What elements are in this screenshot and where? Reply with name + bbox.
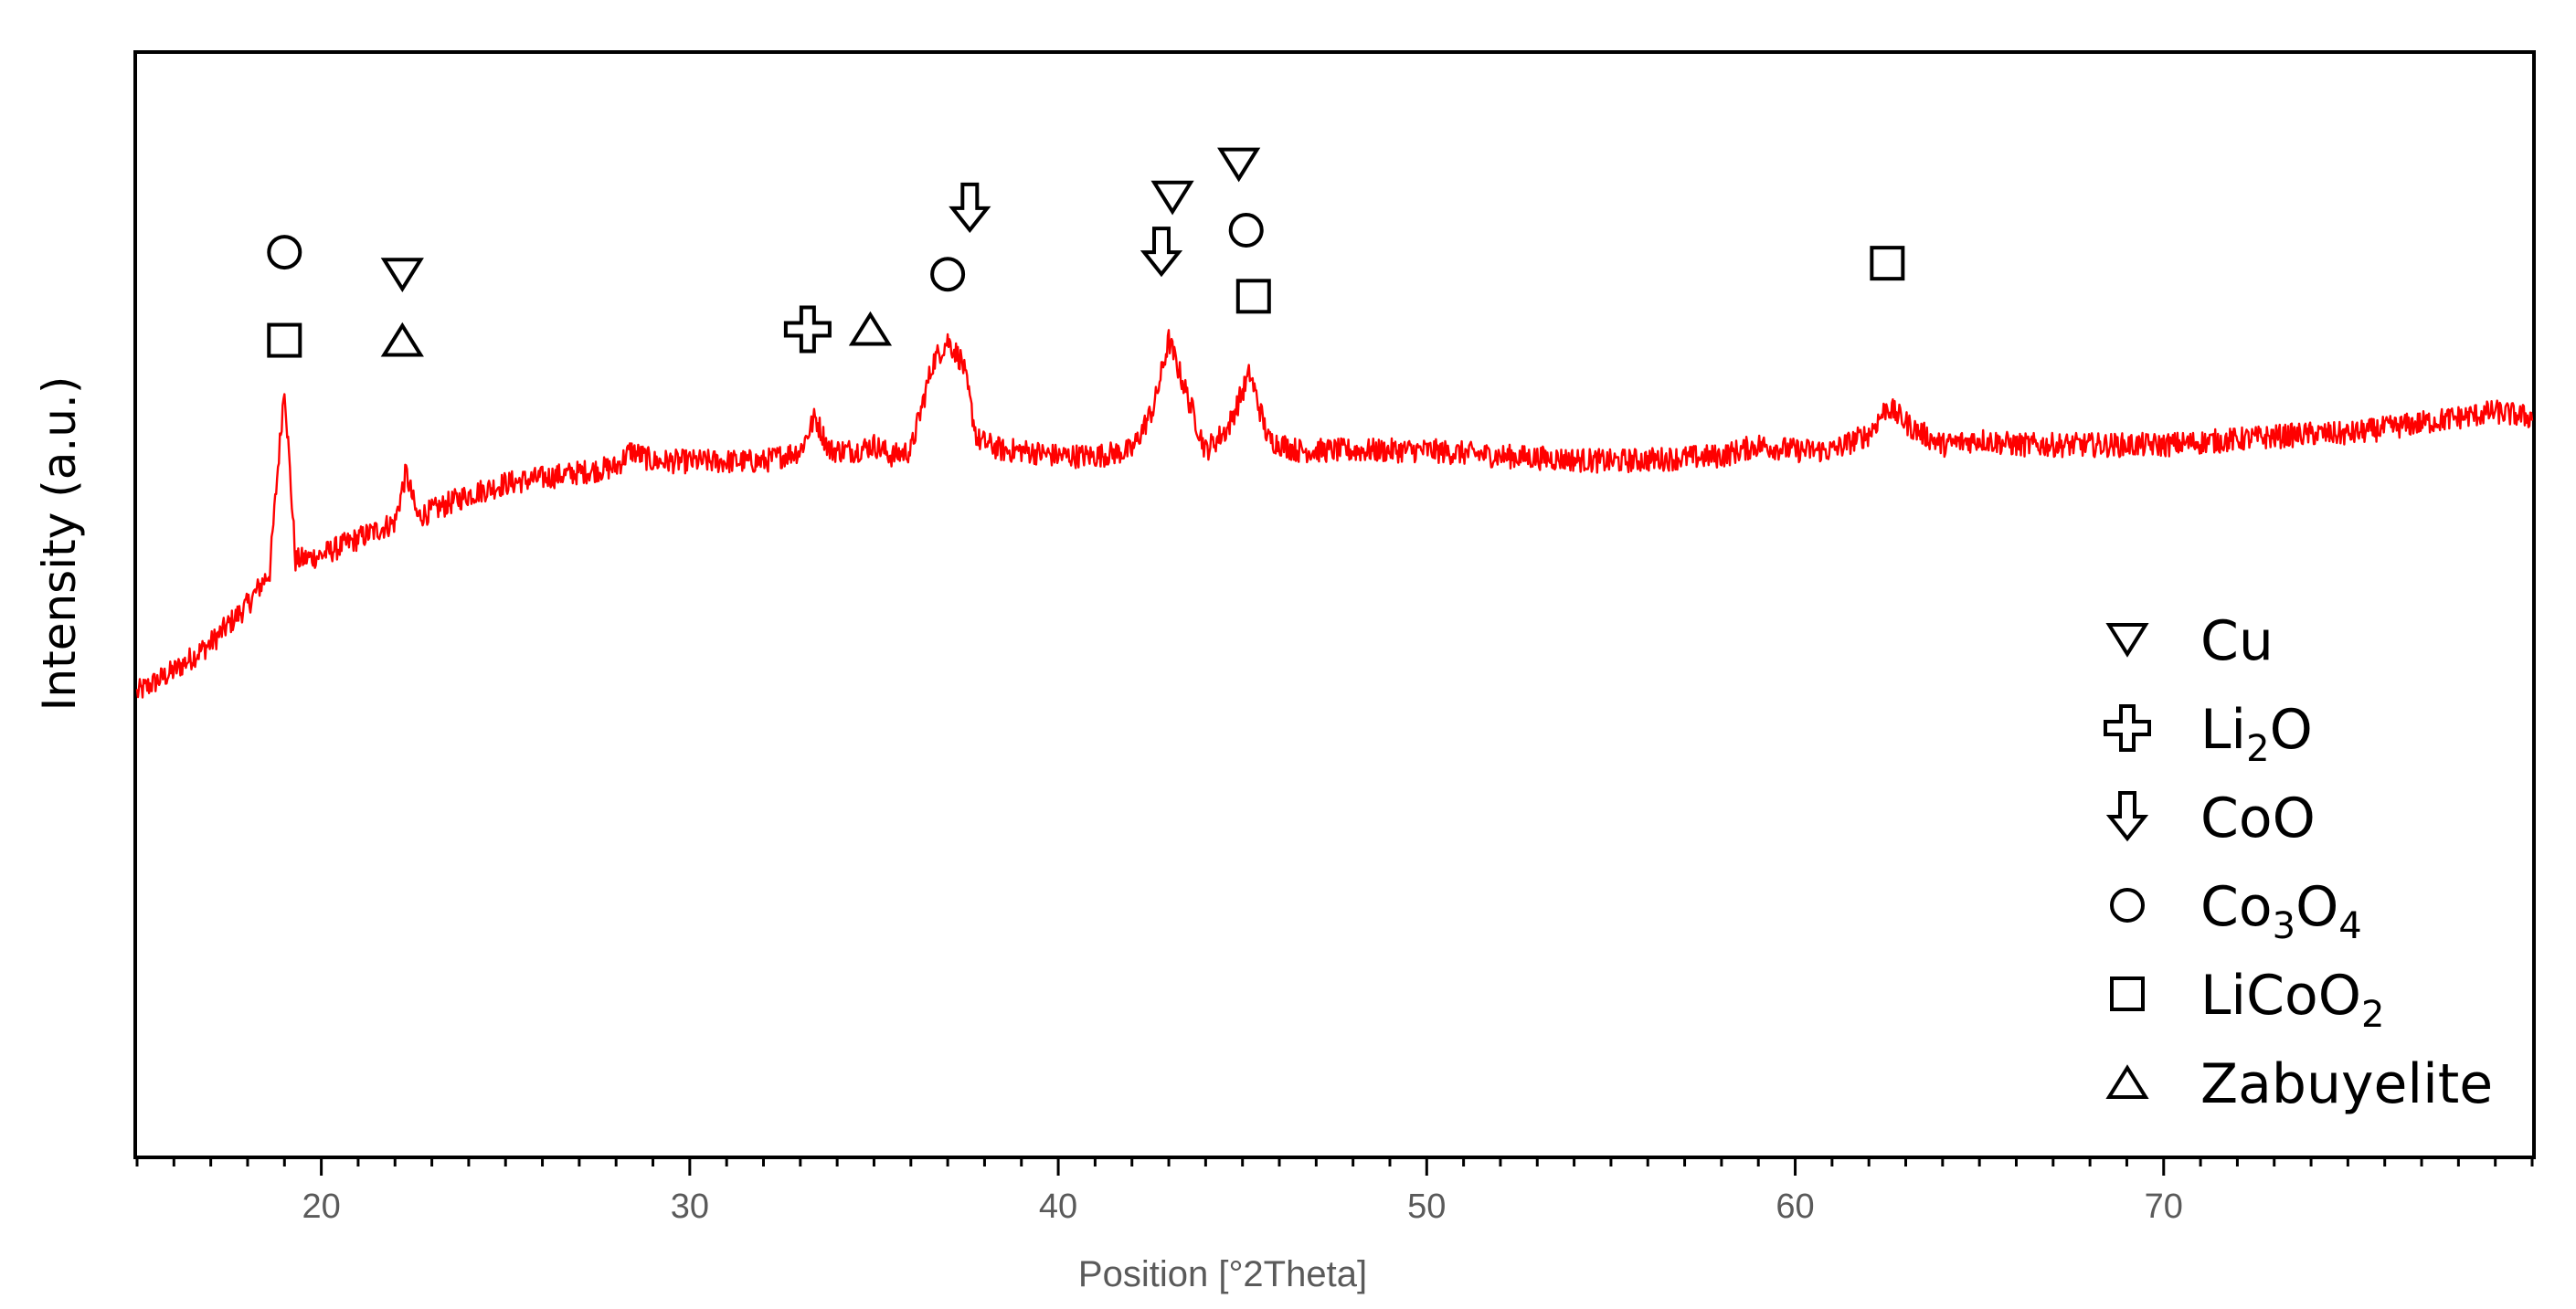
marker-licoo2-icon	[267, 322, 302, 358]
legend-licoo2-icon	[2110, 976, 2145, 1011]
marker-coo-icon	[1140, 227, 1183, 278]
y-axis-title: Intensity (a.u.)	[33, 376, 86, 712]
legend-item: Li2O	[2104, 698, 2313, 770]
x-tick-label: 60	[1776, 1188, 1814, 1226]
x-tick-label: 50	[1407, 1188, 1446, 1226]
legend-cu-icon	[2105, 623, 2149, 658]
legend-label: Co3O4	[2200, 875, 2362, 947]
marker-co3o4-icon	[267, 235, 302, 270]
phase-annotations	[267, 147, 1905, 358]
legend-coo-icon	[2105, 791, 2149, 842]
marker-licoo2-icon	[1870, 246, 1905, 281]
legend-item: Co3O4	[2110, 875, 2362, 947]
marker-zabuyelite-icon	[848, 311, 893, 346]
x-axis-title: Position [°2Theta]	[1078, 1254, 1367, 1294]
marker-cu-icon	[380, 258, 424, 292]
legend-li2o-icon	[2104, 704, 2151, 752]
xrd-series-line	[135, 329, 2534, 699]
marker-co3o4-icon	[930, 257, 966, 292]
legend-label: Li2O	[2200, 698, 2313, 770]
x-tick-label: 40	[1039, 1188, 1077, 1226]
legend-label: CoO	[2200, 786, 2316, 850]
marker-cu-icon	[1150, 180, 1194, 216]
marker-coo-icon	[949, 182, 991, 234]
marker-cu-icon	[1217, 147, 1261, 183]
legend-co3o4-icon	[2110, 888, 2145, 923]
marker-licoo2-icon	[1235, 279, 1271, 314]
marker-li2o-icon	[783, 305, 832, 354]
legend-label: Zabuyelite	[2200, 1052, 2493, 1116]
x-axis: 20 30 40 50 60 70	[135, 1156, 2534, 1226]
series-layer	[135, 329, 2534, 699]
legend-label: LiCoO2	[2200, 964, 2384, 1036]
marker-co3o4-icon	[1228, 212, 1264, 248]
x-tick-label: 20	[302, 1188, 340, 1226]
plot-frame	[133, 50, 2536, 1159]
marker-zabuyelite-icon	[380, 322, 424, 357]
legend-label: Cu	[2200, 609, 2274, 673]
x-tick-label: 70	[2145, 1188, 2183, 1226]
legend-item: Cu	[2105, 609, 2274, 673]
x-tick-label: 30	[671, 1188, 709, 1226]
legend-item: Zabuyelite	[2105, 1052, 2493, 1116]
legend-zabuyelite-icon	[2105, 1064, 2149, 1099]
legend-item: CoO	[2105, 786, 2316, 850]
legend: Cu Li2O CoO Co3O4 LiCoO2 Zabuyelite	[2104, 609, 2493, 1116]
legend-item: LiCoO2	[2110, 964, 2384, 1036]
